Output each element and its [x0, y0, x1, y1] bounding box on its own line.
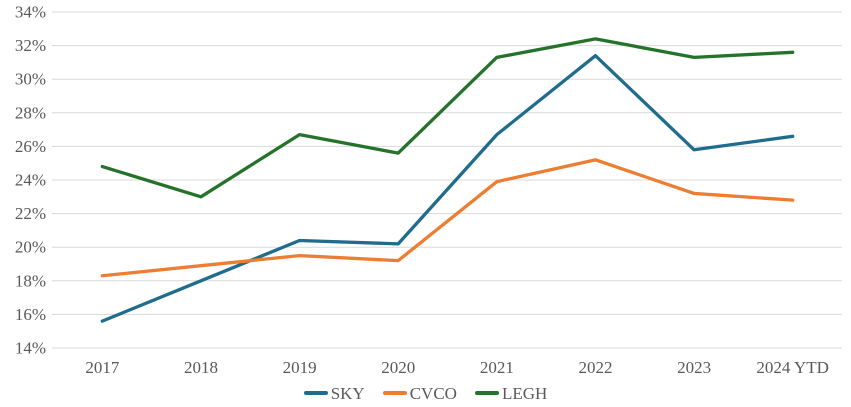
plot-area: 14% 16% 18% 20% 22% 24% 26% 28% 30% 32% 34% 2017 201…: [15, 3, 842, 377]
y-tick-label: 16%: [15, 305, 46, 324]
y-tick-label: 34%: [15, 3, 46, 22]
y-tick-label: 18%: [15, 271, 46, 290]
x-tick-label: 2018: [184, 358, 218, 377]
legend-item-legh: LEGH: [474, 383, 548, 403]
x-tick-label: 2023: [677, 358, 711, 377]
legend-item-sky: SKY: [303, 383, 365, 403]
y-tick-label: 14%: [15, 339, 46, 358]
legend: SKY CVCO LEGH: [0, 381, 851, 405]
y-tick-label: 30%: [15, 70, 46, 89]
y-tick-label: 20%: [15, 238, 46, 257]
y-tick-label: 24%: [15, 171, 46, 190]
series-line-cvco: [100, 158, 795, 278]
legend-swatch-cvco-icon: [382, 391, 407, 395]
y-tick-label: 28%: [15, 103, 46, 122]
x-tick-label: 2022: [578, 358, 612, 377]
legend-label-sky: SKY: [330, 383, 365, 403]
x-tick-label: 2021: [480, 358, 514, 377]
y-tick-label: 26%: [15, 137, 46, 156]
legend-swatch-sky-icon: [303, 391, 328, 395]
x-tick-label: 2024 YTD: [756, 358, 829, 377]
series-line-legh: [100, 37, 795, 199]
x-tick-label: 2020: [381, 358, 415, 377]
legend-item-cvco: CVCO: [382, 383, 457, 403]
legend-label-legh: LEGH: [501, 383, 548, 403]
x-tick-label: 2019: [283, 358, 317, 377]
series-line-sky: [100, 54, 795, 323]
legend-swatch-legh-icon: [474, 391, 499, 395]
y-tick-label: 32%: [15, 36, 46, 55]
x-tick-label: 2017: [85, 358, 120, 377]
y-tick-label: 22%: [15, 204, 46, 223]
legend-label-cvco: CVCO: [409, 383, 457, 403]
